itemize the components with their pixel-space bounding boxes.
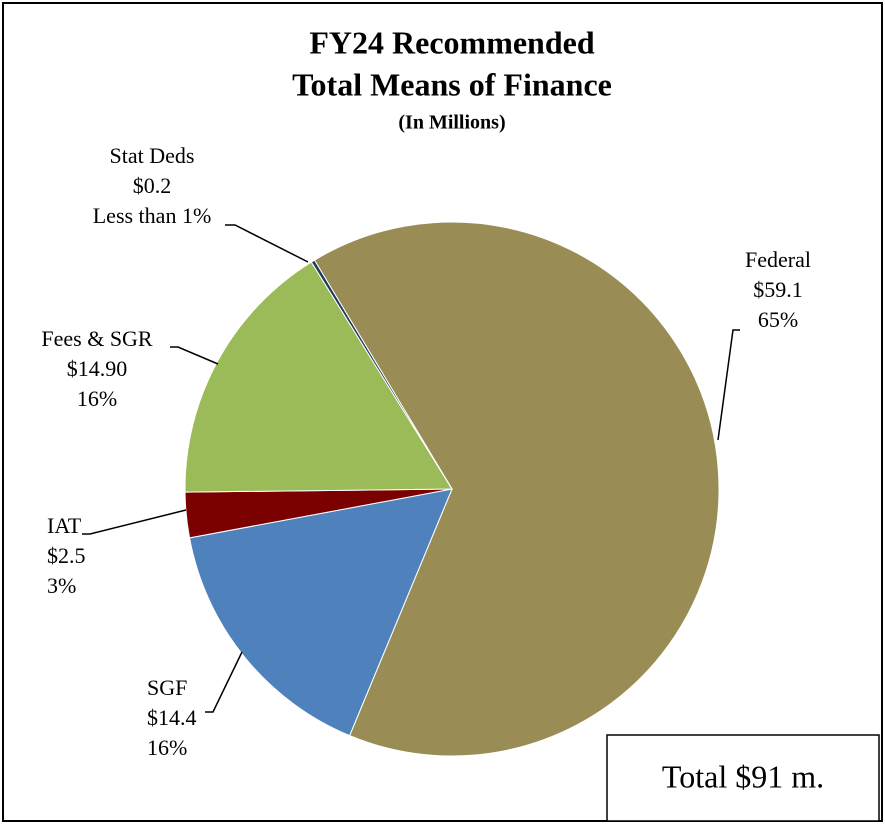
slice-label: SGF [147,675,187,700]
total-box [606,734,880,822]
pie-slice [188,488,453,737]
slice-label: Stat Deds [110,143,195,168]
pie-slice [184,261,453,493]
percent-label: 16% [77,386,117,411]
value-label: $14.4 [147,705,197,730]
value-label: $0.2 [133,173,172,198]
chart-title: Total Means of Finance [292,66,612,102]
leader-line [717,329,740,441]
annotation: Total $91 m. [662,758,824,794]
leader-line [82,509,187,535]
slice-label: IAT [47,513,82,538]
value-label: $14.90 [67,356,128,381]
percent-label: 16% [147,735,187,760]
slice-label: Federal [745,247,811,272]
leader-line [205,651,243,713]
percent-label: Less than 1% [93,203,212,228]
slice-label: Fees & SGR [41,326,153,351]
leader-line [225,224,309,263]
chart-title: FY24 Recommended [309,24,594,60]
pie-slice [310,259,453,490]
leader-line [170,346,219,365]
percent-label: 3% [47,573,76,598]
pie-slice [313,221,720,757]
value-label: $59.1 [753,277,803,302]
chart-subtitle: (In Millions) [398,112,505,134]
percent-label: 65% [758,307,798,332]
value-label: $2.5 [47,543,86,568]
